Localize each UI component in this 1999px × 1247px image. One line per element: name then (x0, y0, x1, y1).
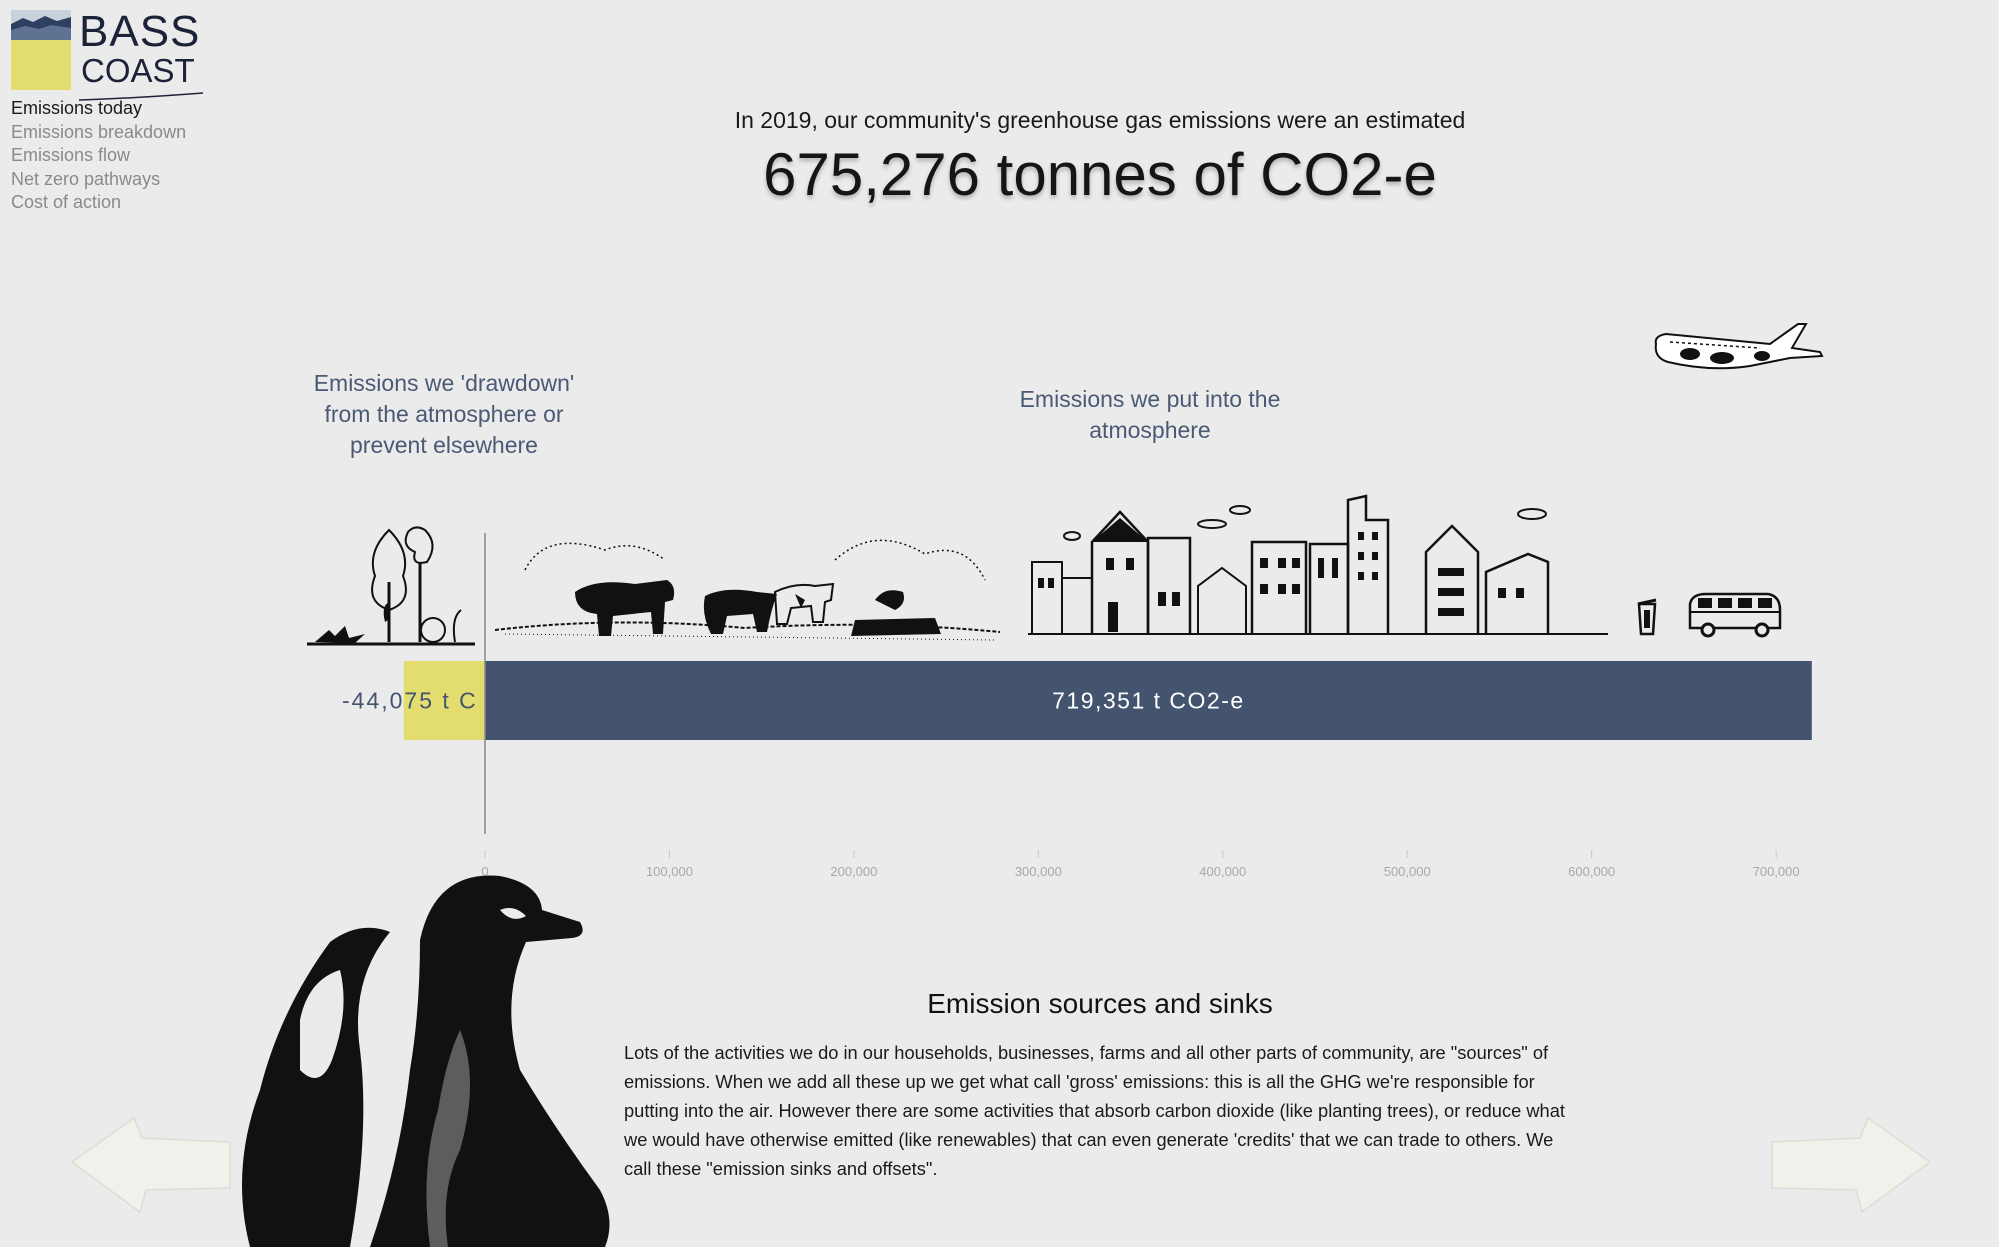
cows-illustration (495, 539, 1001, 641)
section-title: Emission sources and sinks (927, 988, 1273, 1019)
x-tick-label: 700,000 (1753, 864, 1800, 879)
x-tick-label: 600,000 (1568, 864, 1615, 879)
nav-item-emissions-flow[interactable]: Emissions flow (11, 145, 131, 165)
town-illustration (1028, 494, 1608, 635)
logo-mark-icon (11, 10, 71, 90)
bass-coast-logo[interactable]: BASS COAST (11, 10, 203, 101)
section-body: Lots of the activities we do in our hous… (624, 1042, 1565, 1179)
van-illustration (1688, 592, 1782, 638)
data-label-emitted: 719,351 t CO2-e (1052, 688, 1245, 714)
section-nav: Emissions today Emissions breakdown Emis… (11, 97, 186, 215)
penguins-illustration (242, 875, 610, 1247)
x-tick-label: 200,000 (830, 864, 877, 879)
nav-item-emissions-breakdown[interactable]: Emissions breakdown (11, 121, 187, 142)
drawdown-label: Emissions we 'drawdown' from the atmosph… (313, 370, 575, 458)
nav-item-cost-of-action[interactable]: Cost of action (11, 192, 122, 212)
bar-emissions-drawdown (403, 661, 485, 740)
arrow-left-icon[interactable] (70, 1116, 232, 1216)
bar-emissions-emitted (485, 661, 1812, 740)
x-tick-label: 300,000 (1015, 864, 1062, 879)
x-tick-label: 100,000 (646, 864, 693, 879)
headline-total: 675,276 tonnes of CO2-e (763, 141, 1437, 208)
emissions-bar-chart: -44,075 t C 719,351 t CO2-e 0 100,000 200,00… (342, 533, 1812, 879)
bin-illustration (1637, 598, 1657, 636)
x-tick-label: 0 (481, 864, 488, 879)
nav-item-emissions-today[interactable]: Emissions today (11, 98, 143, 118)
arrow-right-icon[interactable] (1770, 1116, 1932, 1216)
logo-underline (79, 92, 203, 101)
x-tick-label: 400,000 (1199, 864, 1246, 879)
x-tick-label: 500,000 (1384, 864, 1431, 879)
logo-text-bass: BASS (79, 7, 201, 56)
intro-text: In 2019, our community's greenhouse gas … (734, 107, 1466, 133)
logo-text-coast: COAST (81, 52, 195, 89)
emitted-label: Emissions we put into the atmosphere (1019, 386, 1281, 443)
trees-illustration (307, 526, 475, 646)
nav-item-net-zero-pathways[interactable]: Net zero pathways (11, 168, 161, 189)
data-label-drawdown: -44,075 t C (342, 688, 478, 714)
airplane-illustration (1654, 323, 1824, 370)
